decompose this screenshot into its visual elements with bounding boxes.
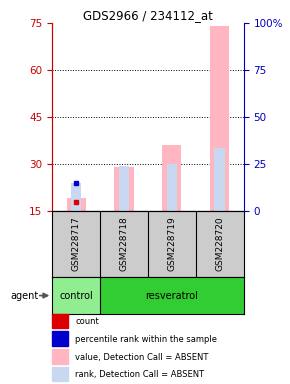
Text: percentile rank within the sample: percentile rank within the sample [75,335,217,344]
Text: GSM228718: GSM228718 [119,217,128,271]
Bar [52,314,68,328]
Bar [114,167,134,211]
Bar [52,349,68,364]
Bar [66,199,86,211]
Bar [71,183,81,211]
Text: GSM228720: GSM228720 [215,217,224,271]
Text: rank, Detection Call = ABSENT: rank, Detection Call = ABSENT [75,371,204,379]
Text: agent: agent [10,291,38,301]
Title: GDS2966 / 234112_at: GDS2966 / 234112_at [83,9,213,22]
Text: value, Detection Call = ABSENT: value, Detection Call = ABSENT [75,353,209,362]
Bar [210,26,229,211]
Bar [119,166,129,211]
Text: GSM228719: GSM228719 [167,217,176,271]
Bar [162,145,182,211]
Text: count: count [75,317,99,326]
Bar [214,148,225,211]
Text: resveratrol: resveratrol [145,291,198,301]
Bar [52,367,68,381]
Text: GSM228717: GSM228717 [72,217,81,271]
Bar [166,164,177,211]
Text: control: control [59,291,93,301]
Bar [52,331,68,346]
